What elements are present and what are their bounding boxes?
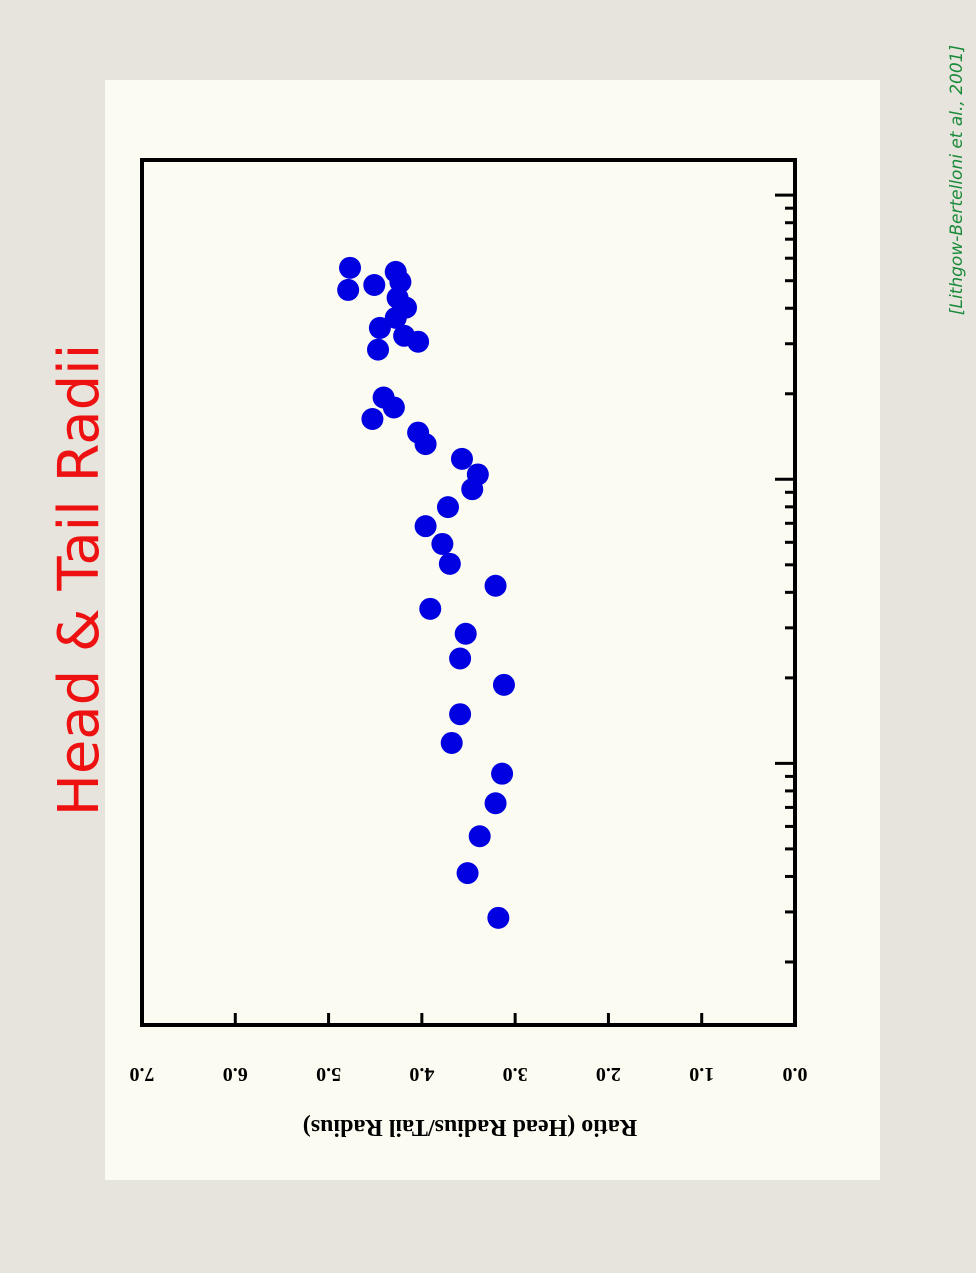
point: [449, 703, 472, 726]
point: [414, 515, 437, 538]
point: [491, 762, 514, 785]
y-tick-label: 1.0: [689, 1063, 714, 1085]
y-tick-label: 5.0: [316, 1063, 341, 1085]
point: [361, 408, 384, 431]
point: [431, 532, 454, 555]
point: [449, 647, 472, 670]
y-tick-label: 3.0: [503, 1063, 528, 1085]
y-tick-label: 7.0: [130, 1063, 155, 1085]
point: [492, 673, 515, 696]
point: [339, 256, 362, 279]
point: [468, 825, 491, 848]
point: [368, 316, 391, 339]
citation: [Lithgow-Bertelloni et al., 2001]: [947, 45, 967, 315]
point: [407, 421, 430, 444]
y-tick-label: 0.0: [783, 1063, 808, 1085]
point: [436, 496, 459, 519]
point: [450, 447, 473, 470]
point: [337, 278, 360, 301]
point: [456, 862, 479, 885]
chart-title: Head & Tail Radii: [47, 344, 112, 817]
point: [363, 273, 386, 296]
point: [372, 386, 395, 409]
point: [484, 792, 507, 815]
point: [393, 324, 416, 347]
point: [440, 731, 463, 754]
point: [384, 260, 407, 283]
point: [484, 574, 507, 597]
point: [487, 906, 510, 929]
point: [438, 552, 461, 575]
point: [367, 338, 390, 361]
point: [466, 463, 489, 486]
point: [419, 597, 442, 620]
y-axis-label: Ratio (Head Radius/Tail Radius): [303, 1114, 638, 1140]
y-tick-label: 4.0: [409, 1063, 434, 1085]
point: [454, 622, 477, 645]
y-tick-label: 2.0: [596, 1063, 621, 1085]
y-tick-label: 6.0: [223, 1063, 248, 1085]
panel: [105, 80, 880, 1180]
